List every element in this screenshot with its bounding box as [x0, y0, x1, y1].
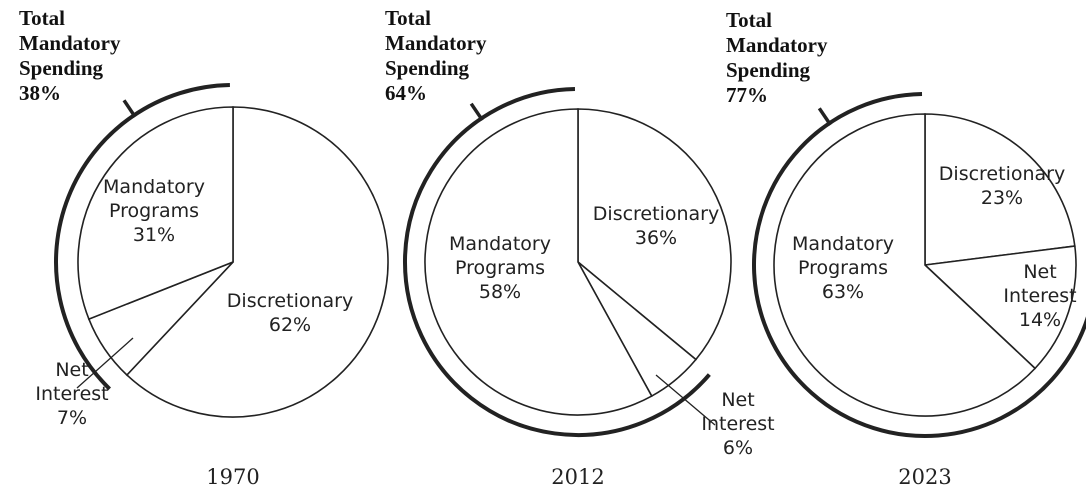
total-mandatory-value-2023: 77%: [726, 83, 768, 107]
slice-label-mandatory-programs-1970: Mandatory: [103, 176, 205, 198]
mandatory-spending-arc-2023: [752, 92, 1086, 438]
total-mandatory-value-1970: 38%: [19, 81, 61, 105]
slice-label-net-interest-1970: Net: [55, 359, 88, 381]
slice-label-net-interest-2023: Net: [1023, 261, 1056, 283]
pie-slice-discretionary-2023: [924, 113, 1076, 266]
slice-value-net-interest-2023: 14%: [1019, 309, 1061, 331]
total-mandatory-label-line-2-1970: Mandatory: [19, 31, 121, 55]
slice-value-mandatory-programs-2023: 63%: [822, 281, 864, 303]
total-mandatory-tick-2012: [469, 102, 484, 122]
chart-year-1970: 1970: [206, 465, 259, 489]
mandatory-spending-arc-2012: [403, 87, 711, 437]
slice-label-mandatory-programs-2012: Mandatory: [449, 233, 551, 255]
slice-value-net-interest-2012: 6%: [723, 437, 753, 459]
total-mandatory-label-line-2-2012: Mandatory: [385, 31, 487, 55]
slice-label-discretionary-2012: Discretionary: [593, 203, 719, 225]
slice-value-net-interest-1970: 7%: [57, 407, 87, 429]
slice-label-net-interest-1970: Interest: [35, 383, 108, 405]
slice-label-mandatory-programs-2012: Programs: [455, 257, 545, 279]
pie-chart-1970: TotalMandatorySpending38%Discretionary62…: [19, 6, 389, 489]
total-mandatory-label-line-3-2012: Spending: [385, 56, 470, 80]
pie-slice-mandatory-programs-1970: [77, 106, 234, 321]
slice-label-discretionary-1970: Discretionary: [227, 290, 353, 312]
total-mandatory-label-line-3-1970: Spending: [19, 56, 104, 80]
total-mandatory-value-2012: 64%: [385, 81, 427, 105]
pie-slice-mandatory-programs-2012: [424, 108, 653, 416]
slice-label-net-interest-2012: Interest: [701, 413, 774, 435]
pie-slice-net-interest-2023: [923, 245, 1077, 370]
pie-chart-2023: TotalMandatorySpending77%Discretionary23…: [726, 8, 1086, 489]
total-mandatory-label-line-1-2023: Total: [726, 8, 772, 32]
leader-line-net-interest-1970: [76, 337, 134, 389]
total-mandatory-label-line-1-2012: Total: [385, 6, 431, 30]
total-mandatory-label-line-3-2023: Spending: [726, 58, 811, 82]
chart-year-2023: 2023: [898, 465, 951, 489]
slice-value-discretionary-1970: 62%: [269, 314, 311, 336]
pie-slice-discretionary-1970: [125, 106, 389, 418]
total-mandatory-tick-2023: [817, 107, 832, 126]
pie-slice-mandatory-programs-2023: [773, 113, 1037, 417]
slice-value-discretionary-2012: 36%: [635, 227, 677, 249]
slice-label-discretionary-2023: Discretionary: [939, 163, 1065, 185]
slice-label-mandatory-programs-2023: Programs: [798, 257, 888, 279]
slice-label-mandatory-programs-1970: Programs: [109, 200, 199, 222]
total-mandatory-tick-1970: [122, 99, 137, 118]
mandatory-spending-arc-1970: [54, 83, 230, 391]
slice-label-mandatory-programs-2023: Mandatory: [792, 233, 894, 255]
chart-year-2012: 2012: [551, 465, 604, 489]
slice-label-net-interest-2023: Interest: [1003, 285, 1076, 307]
leader-line-net-interest-2012: [655, 374, 716, 426]
pie-chart-2012: TotalMandatorySpending64%Discretionary36…: [385, 6, 775, 489]
slice-label-net-interest-2012: Net: [721, 389, 754, 411]
total-mandatory-label-line-2-2023: Mandatory: [726, 33, 828, 57]
pie-slice-discretionary-2012: [577, 108, 732, 361]
total-mandatory-label-line-1-1970: Total: [19, 6, 65, 30]
slice-value-mandatory-programs-1970: 31%: [133, 224, 175, 246]
slice-value-discretionary-2023: 23%: [981, 187, 1023, 209]
slice-value-mandatory-programs-2012: 58%: [479, 281, 521, 303]
